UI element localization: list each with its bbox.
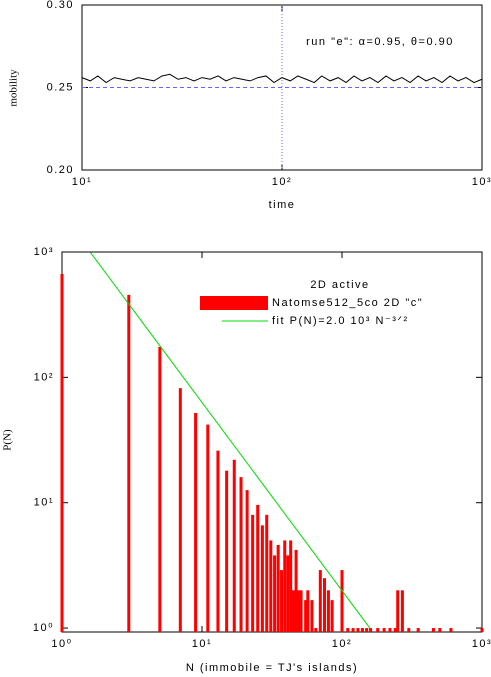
x-tick-label: 10³ xyxy=(472,176,491,188)
y-tick-label: 0.30 xyxy=(47,0,74,11)
bar xyxy=(194,412,198,632)
bar xyxy=(304,600,308,632)
x-tick-label: 10³ xyxy=(472,638,491,650)
y-axis-label: P(N) xyxy=(2,429,14,451)
bar xyxy=(351,628,355,632)
bar xyxy=(314,628,318,632)
bar xyxy=(178,388,182,632)
bar xyxy=(393,628,397,632)
bar xyxy=(294,549,298,632)
bar xyxy=(232,459,236,632)
y-tick-label: 0.20 xyxy=(47,164,74,176)
bar xyxy=(340,570,344,632)
bar xyxy=(269,540,273,632)
bar xyxy=(283,540,287,632)
series-line xyxy=(90,252,371,629)
x-axis-label: time xyxy=(269,199,296,211)
y-tick-label: 10⁰ xyxy=(33,622,54,634)
bar xyxy=(206,424,210,632)
y-tick-label: 10³ xyxy=(34,246,54,258)
bar xyxy=(346,628,350,632)
bar xyxy=(326,590,330,632)
y-tick-label: 10² xyxy=(34,371,54,383)
y-axis-label: mobility xyxy=(8,69,20,107)
bar xyxy=(330,600,334,632)
bar xyxy=(449,628,453,632)
annotation: run "e": α=0.95, θ=0.90 xyxy=(306,36,454,48)
bar xyxy=(299,590,303,632)
bar xyxy=(310,600,314,632)
bar xyxy=(382,628,386,632)
bar xyxy=(396,590,400,632)
bar xyxy=(256,504,260,632)
bar xyxy=(276,544,280,632)
x-tick-label: 10² xyxy=(272,176,292,188)
bar xyxy=(265,514,269,632)
bar xyxy=(289,540,293,632)
x-tick-label: 10¹ xyxy=(72,176,92,188)
bar xyxy=(318,570,322,632)
bar xyxy=(365,628,369,632)
bar xyxy=(388,628,392,632)
bar xyxy=(407,628,411,632)
bar xyxy=(239,477,243,632)
legend-swatch xyxy=(200,296,268,310)
legend-title: 2D active xyxy=(310,279,369,291)
series-line xyxy=(81,73,483,84)
bar xyxy=(245,490,249,632)
bar xyxy=(127,294,131,632)
y-tick-label: 0.25 xyxy=(47,81,74,93)
bar xyxy=(376,628,380,632)
bar xyxy=(291,590,295,632)
y-tick-label: 10¹ xyxy=(34,497,54,509)
bar xyxy=(60,273,64,632)
bar xyxy=(216,450,220,632)
x-axis-label: N (immobile = TJ's islands) xyxy=(186,662,358,674)
bar xyxy=(260,525,264,632)
bar xyxy=(273,555,277,632)
bar xyxy=(431,628,435,632)
bar xyxy=(323,578,327,632)
bar xyxy=(400,590,404,632)
bar xyxy=(480,628,484,632)
x-tick-label: 10¹ xyxy=(192,638,212,650)
bar xyxy=(280,570,284,632)
bar xyxy=(356,628,360,632)
bar xyxy=(286,555,290,632)
bar xyxy=(297,590,301,632)
bar xyxy=(360,628,364,632)
bar xyxy=(438,628,442,632)
bar xyxy=(158,346,162,632)
legend-label: fit P(N)=2.0 10³ N⁻³ᐟ² xyxy=(272,315,409,327)
bar xyxy=(251,514,255,632)
legend-label: Natomse512_5co 2D "c" xyxy=(272,297,423,309)
bar xyxy=(369,628,373,632)
x-tick-label: 10⁰ xyxy=(51,638,72,650)
bar xyxy=(306,590,310,632)
bar xyxy=(416,628,420,632)
bar xyxy=(225,470,229,632)
x-tick-label: 10² xyxy=(332,638,352,650)
